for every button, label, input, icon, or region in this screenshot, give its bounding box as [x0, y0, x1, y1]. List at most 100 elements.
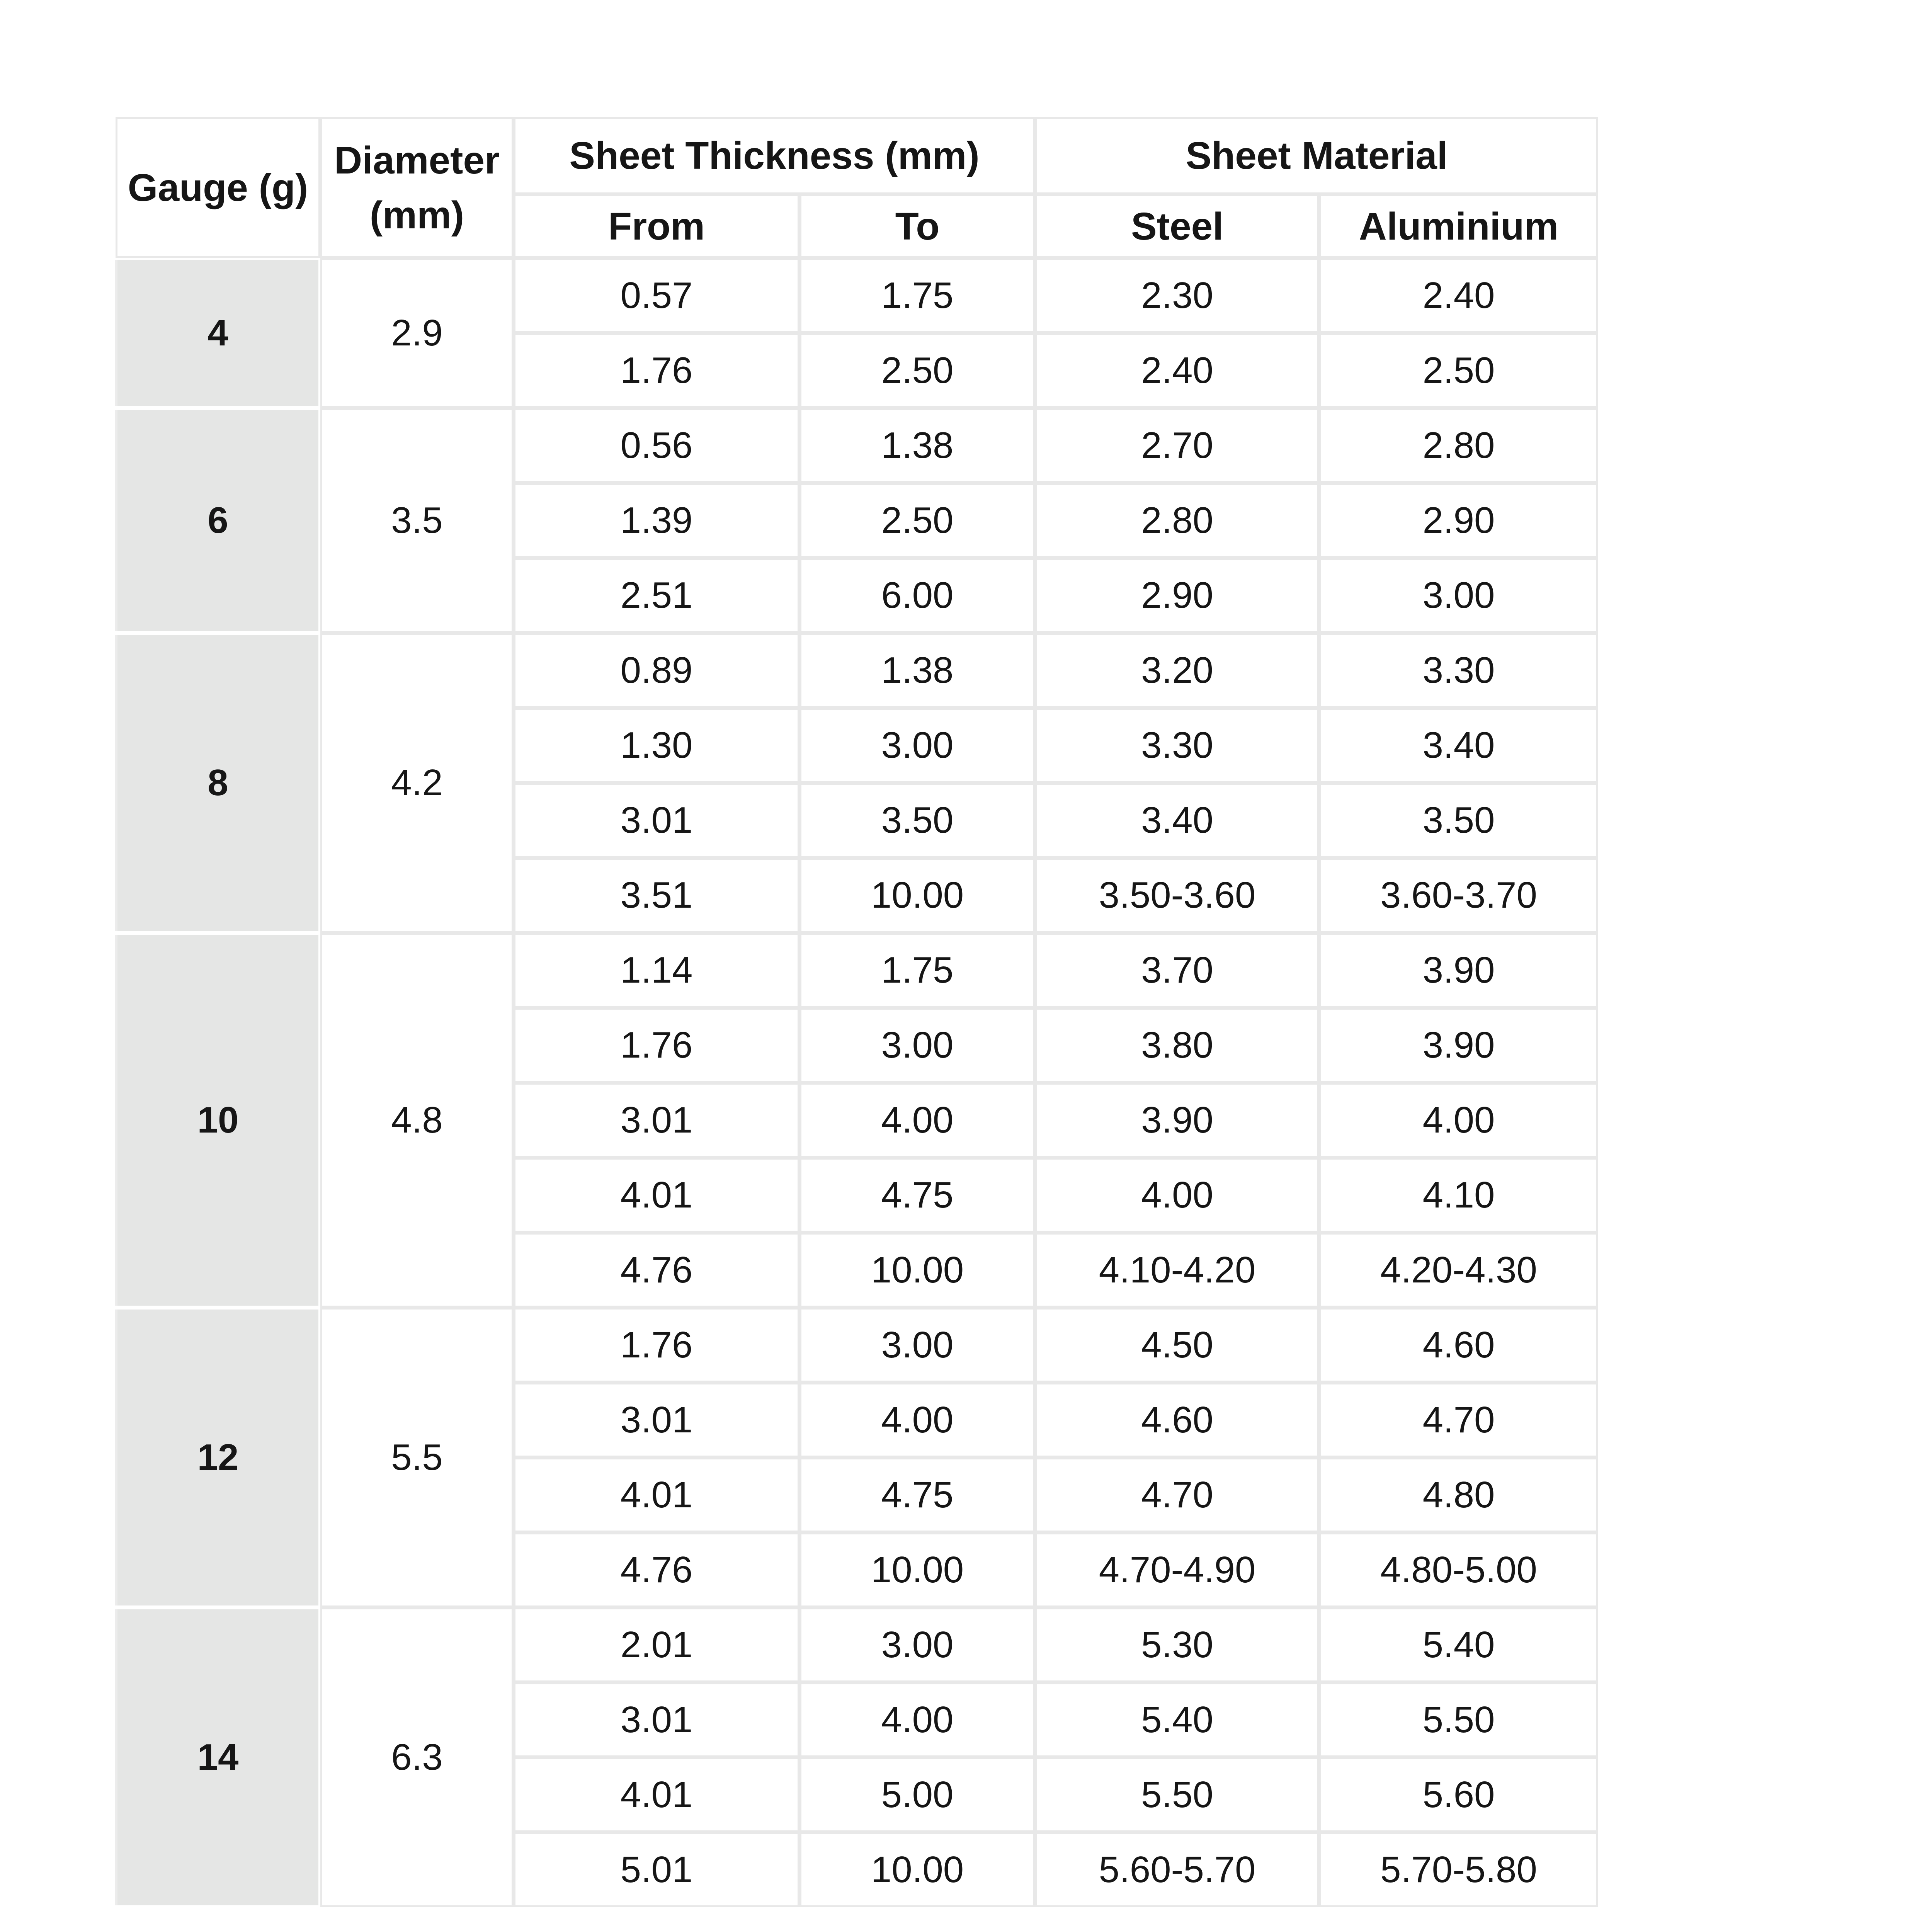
table-row: 1.39 2.50 2.80 2.90 [117, 485, 1596, 556]
aluminium-cell: 2.90 [1321, 485, 1596, 556]
steel-cell: 5.30 [1037, 1609, 1317, 1680]
table-header: Gauge (g) Diameter (mm) Sheet Thickness … [117, 119, 1596, 256]
to-cell: 1.38 [801, 635, 1033, 706]
steel-cell: 3.20 [1037, 635, 1317, 706]
table-row: 3.01 4.00 4.60 4.70 [117, 1384, 1596, 1456]
to-cell: 1.75 [801, 260, 1033, 331]
aluminium-cell: 4.10 [1321, 1160, 1596, 1231]
from-cell: 4.76 [515, 1235, 798, 1306]
diameter-cell: 2.9 [322, 260, 512, 406]
to-cell: 1.75 [801, 935, 1033, 1006]
to-cell: 4.00 [801, 1384, 1033, 1456]
from-cell: 3.01 [515, 1085, 798, 1156]
header-sheet-material: Sheet Material [1037, 119, 1596, 192]
gauge-conversion-table-wrap: Gauge (g) Diameter (mm) Sheet Thickness … [114, 115, 1600, 1909]
from-cell: 2.51 [515, 560, 798, 631]
gauge-conversion-table: Gauge (g) Diameter (mm) Sheet Thickness … [114, 115, 1600, 1909]
steel-cell: 3.40 [1037, 785, 1317, 856]
table-row: 3.51 10.00 3.50-3.60 3.60-3.70 [117, 860, 1596, 931]
gauge-cell: 8 [117, 635, 318, 931]
gauge-cell: 10 [117, 935, 318, 1306]
steel-cell: 3.70 [1037, 935, 1317, 1006]
aluminium-cell: 5.40 [1321, 1609, 1596, 1680]
to-cell: 3.00 [801, 1609, 1033, 1680]
steel-cell: 3.50-3.60 [1037, 860, 1317, 931]
aluminium-cell: 4.70 [1321, 1384, 1596, 1456]
table-row: 4.76 10.00 4.10-4.20 4.20-4.30 [117, 1235, 1596, 1306]
gauge-cell: 12 [117, 1310, 318, 1605]
to-cell: 3.00 [801, 1310, 1033, 1381]
gauge-cell: 4 [117, 260, 318, 406]
table-row: 2.51 6.00 2.90 3.00 [117, 560, 1596, 631]
aluminium-cell: 3.90 [1321, 935, 1596, 1006]
from-cell: 0.56 [515, 410, 798, 481]
from-cell: 4.01 [515, 1459, 798, 1531]
aluminium-cell: 3.30 [1321, 635, 1596, 706]
header-to: To [801, 196, 1033, 256]
table-row: 4.01 5.00 5.50 5.60 [117, 1759, 1596, 1830]
aluminium-cell: 2.80 [1321, 410, 1596, 481]
steel-cell: 4.70-4.90 [1037, 1534, 1317, 1605]
table-row: 12 5.5 1.76 3.00 4.50 4.60 [117, 1310, 1596, 1605]
table-row: 5.01 10.00 5.60-5.70 5.70-5.80 [117, 1834, 1596, 1905]
table-row: 4.01 4.75 4.00 4.10 [117, 1160, 1596, 1231]
from-cell: 0.57 [515, 260, 798, 331]
table-row: 14 6.3 2.01 3.00 5.30 5.40 [117, 1609, 1596, 1905]
aluminium-cell: 3.60-3.70 [1321, 860, 1596, 931]
from-cell: 0.89 [515, 635, 798, 706]
steel-cell: 2.30 [1037, 260, 1317, 331]
steel-cell: 2.90 [1037, 560, 1317, 631]
header-steel: Steel [1037, 196, 1317, 256]
aluminium-cell: 4.60 [1321, 1310, 1596, 1381]
from-cell: 1.76 [515, 1310, 798, 1381]
from-cell: 1.14 [515, 935, 798, 1006]
from-cell: 1.76 [515, 1010, 798, 1081]
to-cell: 4.00 [801, 1085, 1033, 1156]
diameter-cell: 4.2 [322, 635, 512, 931]
diameter-cell: 3.5 [322, 410, 512, 631]
to-cell: 3.50 [801, 785, 1033, 856]
steel-cell: 5.40 [1037, 1684, 1317, 1755]
to-cell: 4.75 [801, 1160, 1033, 1231]
steel-cell: 4.60 [1037, 1384, 1317, 1456]
table-row: 4 2.9 0.57 1.75 2.30 2.40 [117, 260, 1596, 406]
to-cell: 4.75 [801, 1459, 1033, 1531]
to-cell: 10.00 [801, 1235, 1033, 1306]
to-cell: 1.38 [801, 410, 1033, 481]
from-cell: 4.01 [515, 1759, 798, 1830]
steel-cell: 4.70 [1037, 1459, 1317, 1531]
aluminium-cell: 4.80 [1321, 1459, 1596, 1531]
to-cell: 2.50 [801, 335, 1033, 406]
table-row: 6 3.5 0.56 1.38 2.70 2.80 [117, 410, 1596, 631]
diameter-cell: 5.5 [322, 1310, 512, 1605]
table-row: 3.01 4.00 3.90 4.00 [117, 1085, 1596, 1156]
table-row: 3.01 4.00 5.40 5.50 [117, 1684, 1596, 1755]
to-cell: 4.00 [801, 1684, 1033, 1755]
table-row: 3.01 3.50 3.40 3.50 [117, 785, 1596, 856]
steel-cell: 3.80 [1037, 1010, 1317, 1081]
to-cell: 10.00 [801, 860, 1033, 931]
aluminium-cell: 3.40 [1321, 710, 1596, 781]
from-cell: 2.01 [515, 1609, 798, 1680]
steel-cell: 5.60-5.70 [1037, 1834, 1317, 1905]
header-row-sub: From To Steel Aluminium [117, 196, 1596, 256]
aluminium-cell: 3.90 [1321, 1010, 1596, 1081]
aluminium-cell: 4.00 [1321, 1085, 1596, 1156]
from-cell: 3.01 [515, 1684, 798, 1755]
table-body: 4 2.9 0.57 1.75 2.30 2.40 1.76 2.50 2.40 2.50 6 3.5… [117, 260, 1596, 1905]
from-cell: 4.01 [515, 1160, 798, 1231]
aluminium-cell: 5.70-5.80 [1321, 1834, 1596, 1905]
header-row-top: Gauge (g) Diameter (mm) Sheet Thickness … [117, 119, 1596, 256]
from-cell: 1.76 [515, 335, 798, 406]
aluminium-cell: 4.20-4.30 [1321, 1235, 1596, 1306]
steel-cell: 3.30 [1037, 710, 1317, 781]
header-diameter: Diameter (mm) [322, 119, 512, 256]
aluminium-cell: 2.40 [1321, 260, 1596, 331]
diameter-cell: 6.3 [322, 1609, 512, 1905]
table-row: 8 4.2 0.89 1.38 3.20 3.30 [117, 635, 1596, 931]
gauge-cell: 14 [117, 1609, 318, 1905]
header-gauge: Gauge (g) [117, 119, 318, 256]
from-cell: 3.01 [515, 1384, 798, 1456]
header-aluminium: Aluminium [1321, 196, 1596, 256]
steel-cell: 3.90 [1037, 1085, 1317, 1156]
